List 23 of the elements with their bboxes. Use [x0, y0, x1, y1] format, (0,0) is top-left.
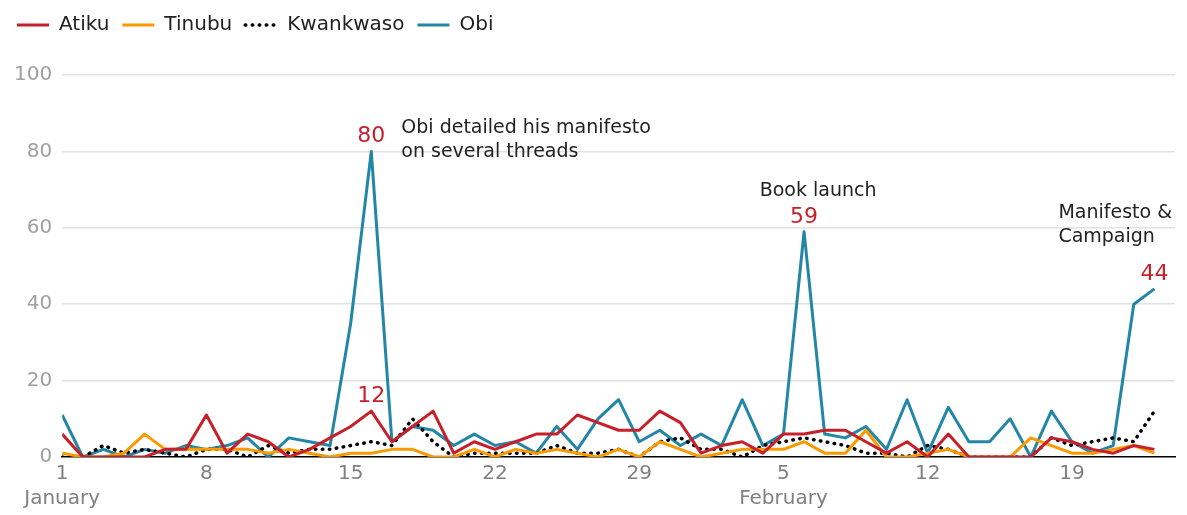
data-label: 80 [357, 122, 386, 148]
x-tick-label: 29 [626, 459, 652, 484]
data-label: 44 [1140, 259, 1169, 285]
y-tick-label: 80 [26, 137, 53, 162]
legend-label: Tinubu [163, 11, 233, 36]
x-tick-label: 12 [914, 459, 941, 484]
y-tick-label: 40 [26, 290, 53, 315]
x-tick-label: 8 [200, 459, 213, 484]
annotation: Obi detailed his manifesto on several threads [401, 115, 651, 162]
legend-label: Kwankwaso [287, 11, 405, 36]
data-label: 59 [790, 202, 819, 228]
x-tick-label: 19 [1059, 459, 1085, 484]
annotation: Book launch [759, 177, 877, 200]
x-tick-label: 15 [337, 459, 364, 484]
y-tick-label: 100 [13, 61, 53, 86]
legend-label: Atiku [59, 11, 110, 36]
legend-label: Obi [459, 11, 494, 36]
x-tick-label: 22 [482, 459, 508, 484]
annotation: Manifesto & Campaign [1058, 199, 1173, 246]
data-label: 12 [357, 382, 386, 408]
x-tick-label: 5 February [739, 459, 828, 509]
y-tick-label: 60 [26, 214, 53, 238]
y-tick-label: 20 [26, 366, 53, 391]
